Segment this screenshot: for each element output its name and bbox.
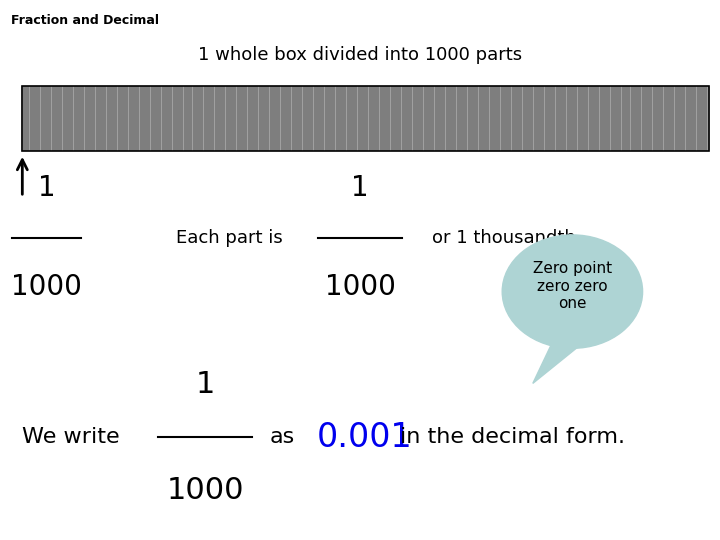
Text: as: as bbox=[270, 427, 295, 448]
Ellipse shape bbox=[503, 235, 643, 348]
Text: 1000: 1000 bbox=[166, 476, 244, 505]
Text: in the decimal form.: in the decimal form. bbox=[400, 427, 625, 448]
Text: We write: We write bbox=[22, 427, 120, 448]
Text: Each part is: Each part is bbox=[176, 228, 283, 247]
Text: 1000: 1000 bbox=[12, 273, 82, 301]
Text: Fraction and Decimal: Fraction and Decimal bbox=[11, 14, 159, 26]
Text: 1000: 1000 bbox=[325, 273, 395, 301]
Text: 0.001: 0.001 bbox=[317, 421, 413, 454]
Text: 1: 1 bbox=[38, 174, 55, 202]
Text: Zero point
zero zero
one: Zero point zero zero one bbox=[533, 261, 612, 311]
Text: or 1 thousandth: or 1 thousandth bbox=[432, 228, 576, 247]
Text: 1: 1 bbox=[351, 174, 369, 202]
Bar bbox=[22, 86, 709, 151]
Polygon shape bbox=[533, 346, 580, 383]
Text: 1: 1 bbox=[196, 369, 215, 399]
Text: 1 whole box divided into 1000 parts: 1 whole box divided into 1000 parts bbox=[198, 46, 522, 64]
